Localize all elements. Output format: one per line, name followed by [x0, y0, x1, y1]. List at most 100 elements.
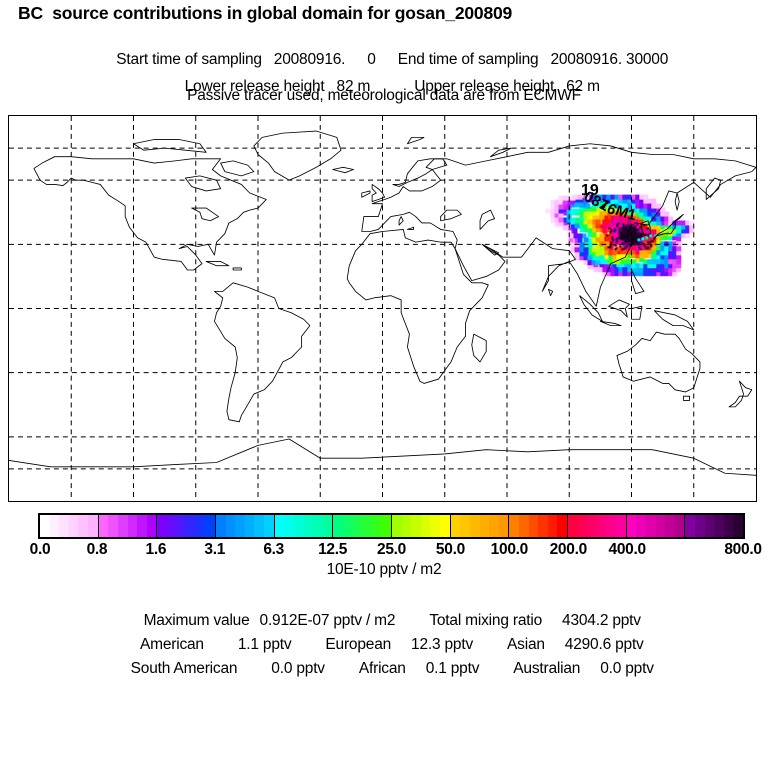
colorbar-step: [225, 515, 236, 537]
region-label-south-american: South American: [130, 660, 238, 677]
graticule-layer: [9, 116, 756, 501]
coastline-path: [599, 320, 622, 327]
coastline-path: [232, 267, 242, 271]
colorbar-step: [313, 515, 323, 537]
colorbar-tick-labels: 0.0 0.8 1.6 3.1 6.3 12.5 25.0 50.0 100.0 200.0 400…: [0, 541, 768, 561]
coastline-path: [653, 310, 695, 331]
region-row-2: South American 0.0 pptv African 0.1 pptv Aus…: [0, 642, 768, 696]
coastline-path: [616, 331, 701, 393]
colorbar-step: [674, 515, 685, 537]
colorbar-step: [460, 515, 470, 537]
colorbar-step: [440, 515, 450, 537]
colorbar-step: [695, 515, 705, 537]
maximum-value-label: Maximum value: [143, 612, 250, 629]
lower-release-value: 82 m: [336, 78, 371, 95]
sampling-time-line: Start time of sampling 20080916. 0 End time…: [0, 33, 768, 87]
colorbar-tick-0: 0.0: [29, 541, 51, 558]
lower-release-label: Lower release height: [184, 78, 325, 95]
end-time-value: 20080916. 30000: [550, 51, 669, 68]
colorbar-step: [108, 515, 118, 537]
colorbar-step: [244, 515, 255, 537]
colorbar-tick-5: 12.5: [318, 541, 348, 558]
coastline-path: [728, 380, 753, 408]
coastline-path: [361, 143, 756, 307]
coastline-path: [191, 207, 219, 222]
colorbar-step: [137, 515, 147, 537]
colorbar-step: [479, 515, 490, 537]
release-height-line: Lower release height 82 m Upper release he…: [0, 60, 768, 114]
colorbar-segment-4: [274, 515, 334, 537]
region-value-australian: 0.0 pptv: [600, 660, 654, 677]
colorbar-segment-1: [98, 515, 158, 537]
region-label-australian: Australian: [513, 660, 581, 677]
colorbar-step: [78, 515, 89, 537]
colorbar-step: [88, 515, 98, 537]
page-title: BC source contributions in global domain…: [18, 3, 513, 23]
colorbar-step: [117, 515, 128, 537]
colorbar-unit-label: 10E-10 pptv / m2: [326, 561, 442, 578]
colorbar-step: [322, 515, 333, 537]
region-label-african: African: [358, 660, 406, 677]
colorbar-step: [606, 515, 617, 537]
colorbar: [38, 513, 745, 539]
colorbar-step: [362, 515, 372, 537]
colorbar-step: [284, 515, 294, 537]
coastline-path: [214, 282, 311, 423]
coastline-path: [33, 156, 267, 271]
colorbar-step: [596, 515, 607, 537]
colorbar-step: [636, 515, 646, 537]
coastline-path: [407, 226, 415, 230]
region-value-asian: 4290.6 pptv: [564, 636, 644, 653]
colorbar-tick-2: 1.6: [145, 541, 167, 558]
region-value-american: 1.1 pptv: [237, 636, 292, 653]
coastline-path: [608, 299, 630, 318]
colorbar-step: [733, 515, 744, 537]
colorbar-step: [127, 515, 138, 537]
coastline-path: [548, 288, 554, 297]
region-label-asian: Asian: [507, 636, 545, 653]
colorbar-step: [450, 515, 461, 537]
coastline-path: [440, 209, 462, 222]
colorbar-segment-9: [568, 515, 627, 537]
start-time-value: 20080916.: [273, 51, 346, 68]
colorbar-step: [392, 515, 402, 537]
region-row-1: American 1.1 pptv European 12.3 pptv Asian 42…: [0, 618, 768, 672]
colorbar-step: [626, 515, 637, 537]
colorbar-step: [469, 515, 480, 537]
region-label-european: European: [325, 636, 392, 653]
colorbar-step: [98, 515, 109, 537]
colorbar-step: [205, 515, 215, 537]
colorbar-segment-8: [509, 515, 569, 537]
colorbar-step: [509, 515, 519, 537]
upper-release-label: Upper release height: [414, 78, 555, 95]
colorbar-step: [420, 515, 431, 537]
coastline-path: [674, 192, 680, 211]
colorbar-step: [333, 515, 343, 537]
colorbar-segment-0: [40, 515, 99, 537]
region-label-american: American: [139, 636, 204, 653]
colorbar-step: [371, 515, 382, 537]
colorbar-step: [489, 515, 499, 537]
colorbar-tick-7: 50.0: [435, 541, 465, 558]
region-value-south-american: 0.0 pptv: [271, 660, 325, 677]
colorbar-segment-11: [685, 515, 744, 537]
colorbar-step: [49, 515, 60, 537]
colorbar-segment-6: [392, 515, 451, 537]
colorbar-tick-6: 25.0: [377, 541, 406, 558]
colorbar-tick-3: 3.1: [204, 541, 226, 558]
colorbar-segment-3: [216, 515, 275, 537]
coastline-path: [220, 160, 255, 177]
colorbar-step: [186, 515, 196, 537]
colorbar-step: [411, 515, 421, 537]
colorbar-step: [665, 515, 675, 537]
coastline-path: [332, 166, 354, 174]
coastline-path: [407, 136, 425, 145]
coastline-path: [641, 220, 651, 237]
colorbar-tick-1: 0.8: [86, 541, 108, 558]
coastline-path: [371, 184, 386, 202]
colorbar-step: [645, 515, 656, 537]
colorbar-step: [547, 515, 558, 537]
colorbar-step: [68, 515, 79, 537]
coastline-path: [398, 216, 404, 226]
coastline-path: [253, 130, 342, 181]
